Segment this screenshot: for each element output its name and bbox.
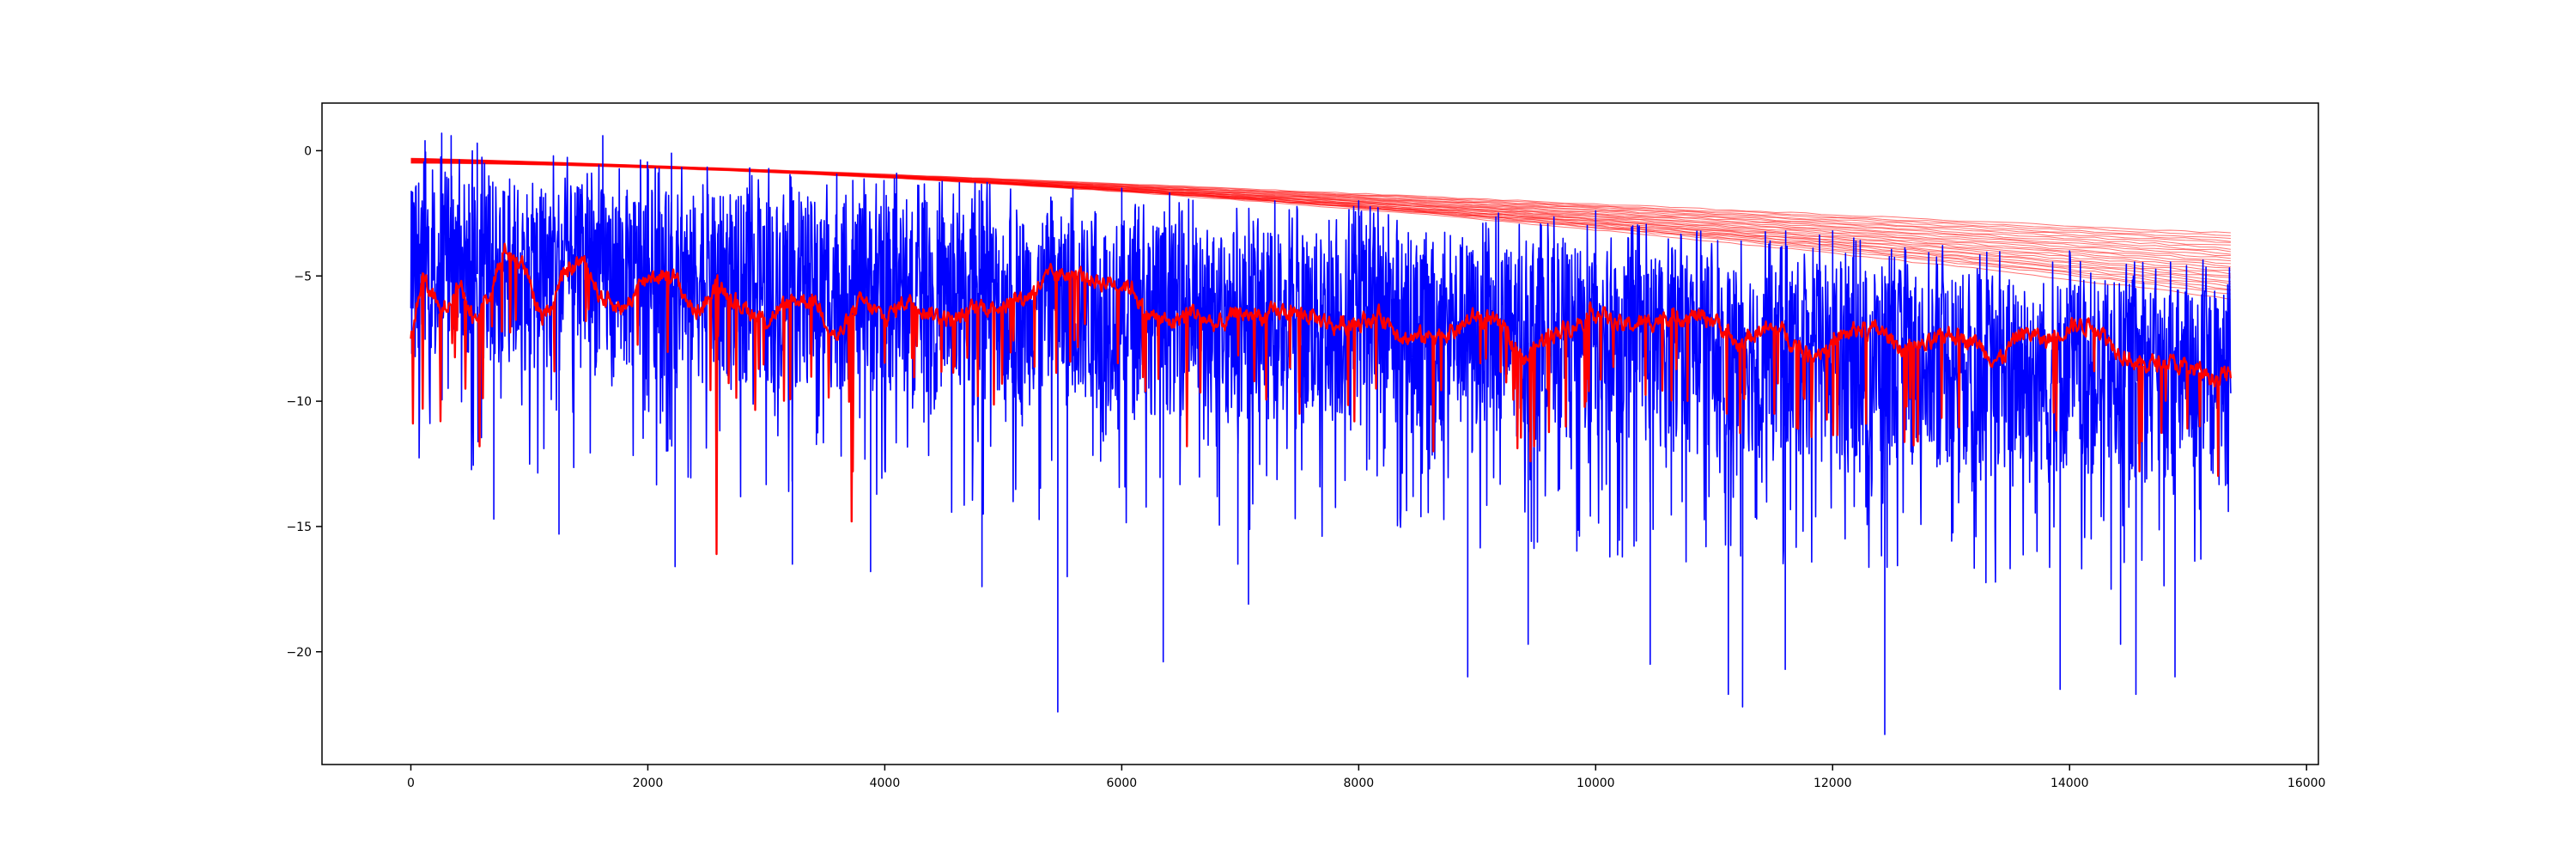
x-tick-label: 0 bbox=[407, 777, 415, 790]
x-tick-label: 16000 bbox=[2287, 777, 2326, 790]
x-tick-label: 12000 bbox=[1814, 777, 1852, 790]
y-tick-label: −20 bbox=[286, 646, 312, 660]
y-tick-label: 0 bbox=[304, 144, 312, 158]
plot-frame bbox=[321, 102, 2319, 765]
x-tick-label: 2000 bbox=[633, 777, 664, 790]
plot-area bbox=[410, 132, 2233, 735]
series-red-envelope bbox=[410, 242, 2233, 556]
fan-line bbox=[410, 162, 2231, 301]
y-tick-label: −5 bbox=[294, 270, 312, 283]
y-axis: 0 −5 −10 −15 −20 bbox=[286, 144, 322, 660]
x-tick-label: 4000 bbox=[870, 777, 901, 790]
x-tick-label: 14000 bbox=[2050, 777, 2089, 790]
x-axis: 0 2000 4000 6000 8000 10000 12000 14000 16000 bbox=[407, 765, 2325, 790]
series-blue-signal bbox=[410, 132, 2232, 735]
x-tick-label: 6000 bbox=[1107, 777, 1138, 790]
fan-line-bundle bbox=[410, 157, 2231, 301]
x-tick-label: 8000 bbox=[1344, 777, 1375, 790]
y-tick-label: −10 bbox=[286, 395, 312, 409]
x-tick-label: 10000 bbox=[1577, 777, 1615, 790]
y-tick-label: −15 bbox=[286, 521, 312, 534]
